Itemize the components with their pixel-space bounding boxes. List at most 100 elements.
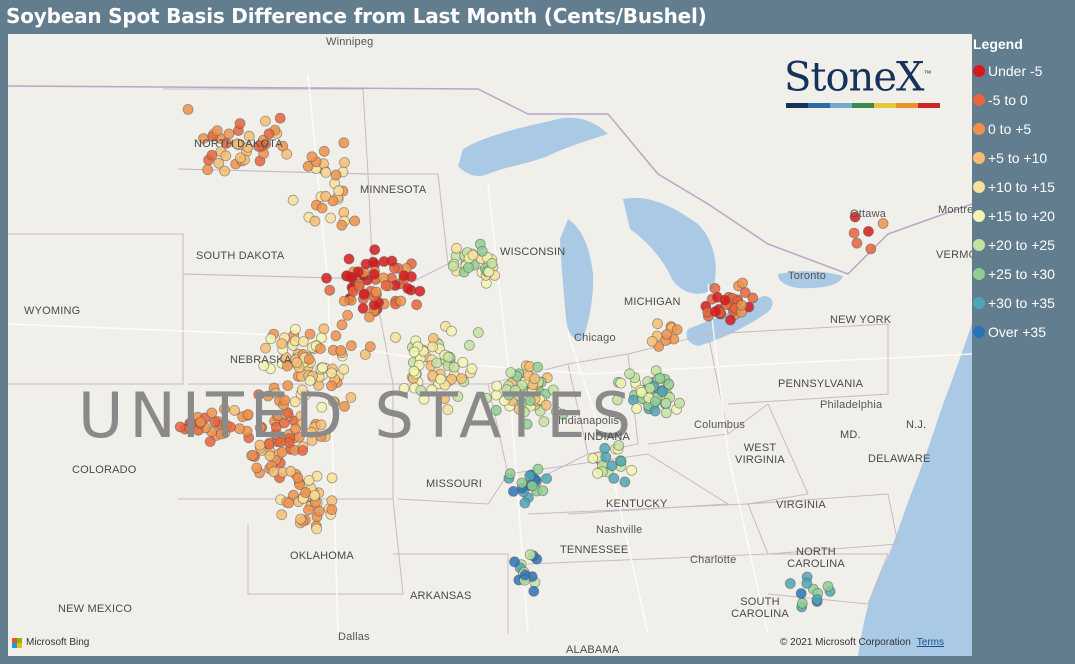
basis-point[interactable]	[326, 380, 337, 392]
basis-point[interactable]	[333, 185, 345, 197]
basis-point[interactable]	[736, 299, 747, 311]
basis-point[interactable]	[315, 332, 327, 344]
basis-point[interactable]	[303, 474, 315, 486]
basis-point[interactable]	[557, 408, 569, 420]
basis-point[interactable]	[326, 472, 338, 484]
basis-point[interactable]	[849, 211, 861, 223]
basis-point[interactable]	[644, 382, 656, 394]
basis-point[interactable]	[311, 523, 323, 535]
basis-point[interactable]	[709, 282, 721, 294]
basis-point[interactable]	[606, 460, 618, 472]
basis-point[interactable]	[297, 445, 309, 456]
basis-point[interactable]	[211, 125, 223, 136]
basis-point[interactable]	[486, 257, 498, 269]
basis-point[interactable]	[279, 394, 291, 406]
basis-point[interactable]	[258, 360, 270, 372]
basis-point[interactable]	[719, 294, 731, 306]
basis-point[interactable]	[612, 394, 623, 406]
basis-point[interactable]	[317, 362, 328, 374]
basis-point[interactable]	[509, 384, 521, 396]
basis-point[interactable]	[324, 284, 336, 296]
basis-point[interactable]	[254, 439, 266, 451]
basis-point[interactable]	[213, 157, 225, 169]
basis-point[interactable]	[363, 311, 375, 323]
basis-point[interactable]	[476, 245, 488, 257]
basis-point[interactable]	[467, 249, 479, 261]
basis-point[interactable]	[345, 271, 357, 283]
basis-point[interactable]	[265, 333, 277, 345]
basis-point[interactable]	[463, 262, 474, 274]
basis-point[interactable]	[289, 323, 301, 335]
basis-point[interactable]	[408, 346, 420, 358]
terms-link[interactable]: Terms	[916, 637, 944, 648]
basis-point[interactable]	[285, 465, 297, 477]
basis-point[interactable]	[296, 384, 308, 396]
basis-point[interactable]	[519, 569, 531, 581]
basis-point[interactable]	[281, 360, 293, 372]
basis-point[interactable]	[540, 399, 552, 411]
basis-point[interactable]	[357, 302, 369, 314]
legend-item[interactable]: +10 to +15	[973, 172, 1073, 201]
basis-point[interactable]	[234, 118, 246, 129]
basis-point[interactable]	[260, 342, 272, 354]
basis-point[interactable]	[660, 407, 672, 419]
basis-point[interactable]	[276, 509, 288, 521]
basis-point[interactable]	[529, 373, 540, 385]
bing-attribution[interactable]: Microsoft Bing	[12, 637, 89, 648]
basis-point[interactable]	[414, 285, 426, 297]
basis-point[interactable]	[671, 324, 683, 336]
basis-point[interactable]	[309, 215, 321, 227]
basis-point[interactable]	[343, 253, 355, 265]
basis-point[interactable]	[304, 375, 316, 387]
basis-point[interactable]	[801, 577, 813, 589]
basis-point[interactable]	[318, 323, 330, 335]
basis-point[interactable]	[370, 286, 382, 298]
basis-point[interactable]	[182, 104, 194, 115]
basis-point[interactable]	[504, 468, 516, 480]
basis-point[interactable]	[519, 497, 531, 509]
basis-point[interactable]	[254, 422, 266, 434]
basis-point[interactable]	[339, 400, 350, 412]
basis-point[interactable]	[218, 403, 230, 415]
basis-point[interactable]	[865, 243, 877, 255]
basis-point[interactable]	[364, 341, 376, 353]
basis-point[interactable]	[811, 594, 823, 605]
basis-point[interactable]	[330, 169, 342, 181]
basis-point[interactable]	[336, 319, 348, 331]
basis-point[interactable]	[624, 368, 635, 380]
basis-point[interactable]	[220, 150, 232, 162]
basis-point[interactable]	[521, 418, 533, 430]
basis-point[interactable]	[276, 338, 288, 350]
basis-point[interactable]	[524, 395, 536, 407]
basis-point[interactable]	[524, 549, 536, 561]
basis-point[interactable]	[427, 341, 439, 353]
basis-point[interactable]	[737, 277, 748, 289]
basis-point[interactable]	[505, 367, 517, 378]
basis-point[interactable]	[541, 473, 552, 485]
basis-point[interactable]	[415, 384, 427, 396]
basis-point[interactable]	[315, 419, 327, 431]
basis-point[interactable]	[302, 160, 314, 172]
basis-point[interactable]	[663, 378, 675, 390]
basis-point[interactable]	[439, 393, 450, 405]
basis-point[interactable]	[380, 280, 392, 292]
basis-point[interactable]	[822, 581, 834, 592]
basis-point[interactable]	[326, 504, 338, 516]
basis-point[interactable]	[345, 392, 357, 403]
basis-point[interactable]	[646, 335, 658, 347]
basis-point[interactable]	[472, 327, 484, 338]
basis-point[interactable]	[231, 138, 243, 150]
basis-point[interactable]	[253, 140, 264, 152]
basis-point[interactable]	[314, 343, 326, 355]
basis-point[interactable]	[532, 361, 544, 373]
basis-point[interactable]	[446, 325, 457, 337]
basis-point[interactable]	[509, 556, 520, 568]
basis-point[interactable]	[276, 446, 288, 458]
basis-point[interactable]	[656, 386, 668, 398]
basis-point[interactable]	[315, 431, 327, 443]
basis-point[interactable]	[338, 363, 350, 375]
basis-point[interactable]	[309, 490, 321, 501]
basis-point[interactable]	[447, 260, 459, 272]
basis-point[interactable]	[292, 472, 304, 484]
basis-point[interactable]	[390, 331, 401, 343]
